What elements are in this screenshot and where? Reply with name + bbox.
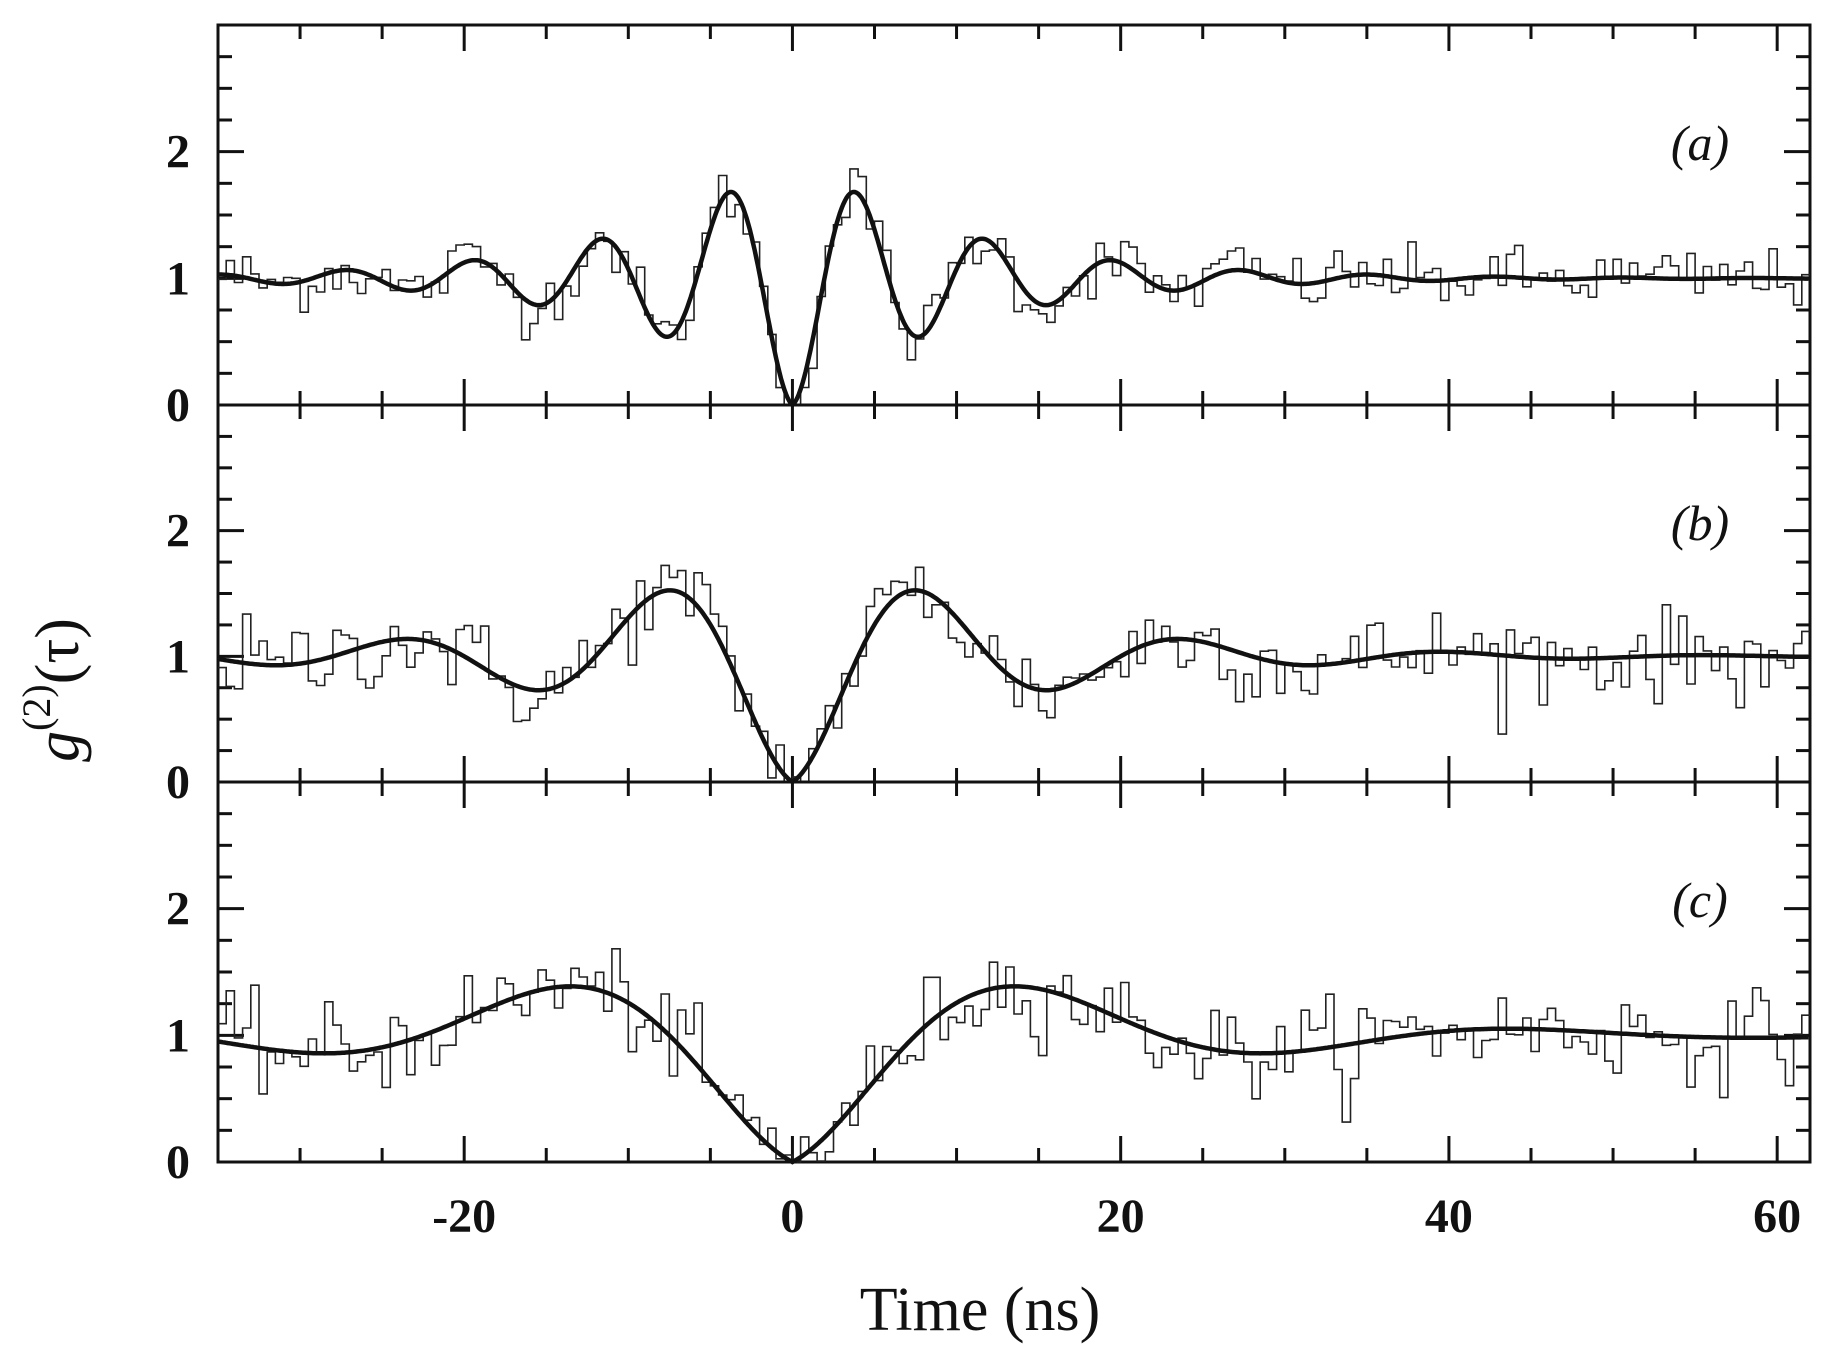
data-histogram — [218, 564, 1810, 783]
y-axis-title-main: g — [24, 731, 92, 762]
y-tick-label: 1 — [166, 252, 190, 305]
y-tick-label: 1 — [166, 1009, 190, 1062]
x-tick-label: 20 — [1097, 1190, 1145, 1243]
data-histogram — [218, 168, 1810, 406]
x-tick-label: -20 — [432, 1190, 496, 1243]
y-tick-label: 2 — [166, 505, 190, 558]
fit-curve — [217, 588, 1809, 785]
y-tick-label: 0 — [166, 1136, 190, 1189]
panel-frame — [216, 403, 1812, 784]
fit-curve — [218, 189, 1809, 409]
y-tick-label: 0 — [166, 379, 190, 432]
panels-group: 0 1 2 (a) 0 1 2 (b) 0 1 2 (c) — [166, 23, 1812, 1189]
panel-b: 0 1 2 (b) — [166, 403, 1812, 809]
y-tick-label: 2 — [166, 126, 190, 179]
x-axis-title: Time (ns) — [860, 1276, 1101, 1344]
y-axis-title-arg: (τ) — [24, 618, 92, 684]
panel-label: (c) — [1672, 872, 1728, 928]
panel-frame — [216, 23, 1812, 407]
panel-a: 0 1 2 (a) — [166, 23, 1812, 432]
panel-c: 0 1 2 (c) — [166, 780, 1812, 1189]
panel-label: (a) — [1671, 115, 1729, 171]
fit-curve — [217, 984, 1809, 1165]
x-tick-label: 0 — [780, 1190, 804, 1243]
x-tick-label: 40 — [1425, 1190, 1473, 1243]
data-histogram — [218, 948, 1810, 1163]
y-tick-label: 1 — [166, 630, 190, 683]
y-axis-title-sup: (2) — [14, 684, 59, 731]
y-tick-label: 0 — [166, 756, 190, 809]
x-tick-label: 60 — [1753, 1190, 1801, 1243]
svg-text:g(2)(τ): g(2)(τ) — [14, 618, 92, 762]
y-tick-label: 2 — [166, 883, 190, 936]
x-tick-labels: -20 0 20 40 60 — [432, 1190, 1801, 1243]
y-axis-title: g(2)(τ) — [14, 618, 92, 762]
panel-label: (b) — [1671, 495, 1729, 551]
